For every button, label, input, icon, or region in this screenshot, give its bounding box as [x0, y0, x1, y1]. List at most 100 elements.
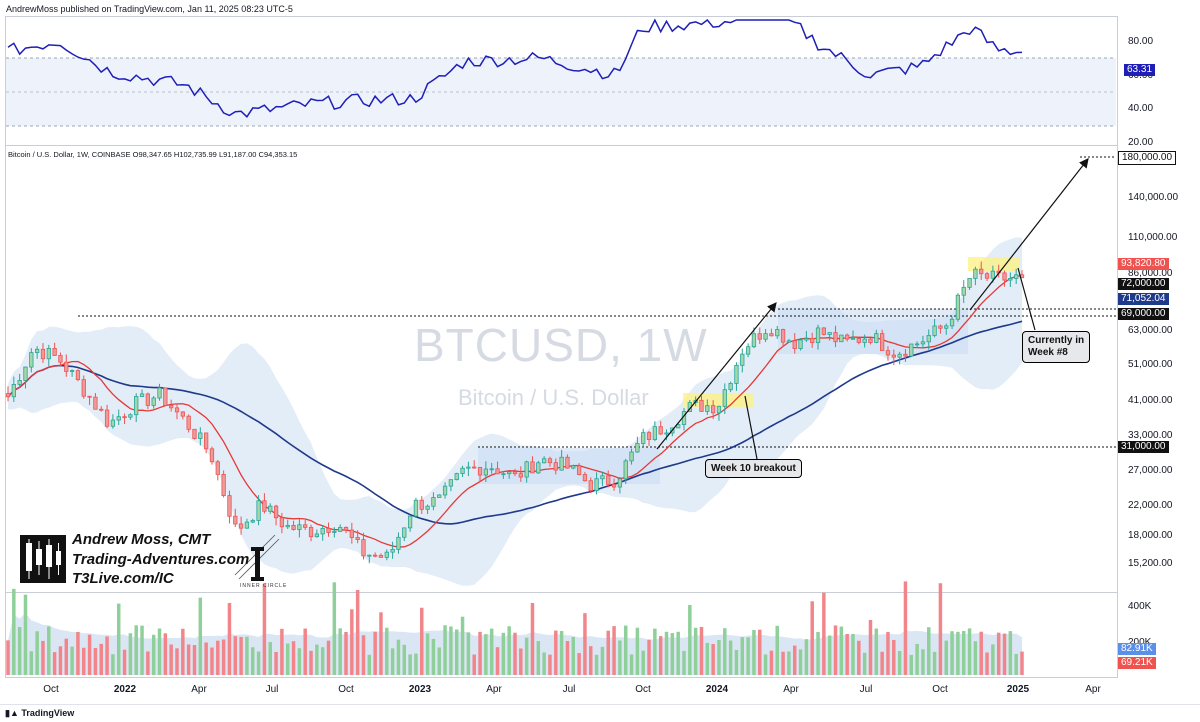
volume-bar — [769, 650, 774, 675]
volume-bar — [437, 647, 441, 675]
candle — [524, 460, 529, 483]
candle — [588, 477, 593, 494]
candle-body — [477, 466, 483, 476]
volume-bar — [1014, 653, 1018, 675]
volume-bar — [1020, 651, 1024, 675]
volume-bar — [332, 582, 337, 675]
current-week-note: Currently in Week #8 — [1022, 331, 1091, 363]
candle-body — [46, 348, 51, 360]
slow-moving-average — [7, 320, 1023, 525]
candle — [256, 495, 261, 526]
volume-bar — [309, 650, 313, 675]
volume-bar — [787, 651, 791, 675]
candle — [221, 470, 226, 498]
candle — [378, 553, 384, 558]
volume-bar — [373, 631, 377, 675]
volume-bar — [245, 636, 249, 675]
candle — [641, 428, 646, 447]
candle — [536, 460, 541, 474]
time-label: Jul — [859, 684, 873, 695]
candle-body — [512, 471, 518, 475]
volume-bar — [892, 640, 896, 675]
candle — [244, 518, 250, 529]
rsi-axis-label: 20.00 — [1128, 137, 1154, 148]
candle-body — [903, 353, 908, 357]
watermark-symbol: BTCUSD, 1W — [414, 319, 708, 371]
volume-bar — [507, 626, 511, 675]
candle-body — [17, 380, 22, 385]
candle-body — [308, 526, 314, 538]
volume-axis-label: 200K — [1128, 637, 1151, 648]
candle-body — [815, 327, 821, 344]
candle — [897, 351, 902, 365]
candle — [845, 333, 850, 342]
candle — [110, 414, 116, 429]
candle-body — [139, 393, 145, 397]
volume-bar — [385, 627, 389, 675]
candle-body — [58, 355, 63, 363]
time-label: 2022 — [113, 684, 137, 695]
candle-body — [833, 332, 838, 343]
volume-bar — [239, 636, 243, 675]
candle — [128, 413, 133, 420]
candle — [833, 325, 838, 348]
candle — [134, 393, 139, 423]
candle — [338, 524, 343, 533]
candle-body — [93, 396, 98, 410]
volume-bar — [653, 628, 657, 675]
candle-body — [157, 387, 162, 399]
candle-body — [891, 354, 896, 358]
volume-bar — [664, 631, 669, 675]
candle — [635, 436, 640, 453]
volume-bar — [915, 643, 919, 675]
candle — [396, 532, 401, 554]
time-label: Apr — [1085, 684, 1101, 695]
candle-body — [973, 268, 978, 279]
candle — [69, 369, 75, 377]
candle-body — [961, 286, 966, 296]
candle-body — [279, 517, 285, 528]
bollinger-band — [8, 237, 1022, 586]
candle — [559, 449, 564, 471]
volume-bar — [629, 654, 634, 675]
candle-body — [611, 484, 617, 488]
candle-body — [740, 353, 745, 366]
candle — [646, 430, 652, 446]
candle-body — [664, 432, 669, 435]
candle-body — [850, 337, 856, 340]
candle-body — [763, 333, 768, 340]
volume-bar — [699, 626, 704, 675]
volume-bar — [23, 594, 28, 675]
candle — [652, 421, 658, 442]
candle-body — [571, 465, 576, 469]
volume-bar — [466, 632, 471, 675]
volume-bar — [12, 588, 16, 675]
candle-body — [617, 478, 623, 488]
candle-body — [944, 325, 949, 329]
candle-body — [553, 462, 558, 471]
candle-body — [786, 340, 792, 343]
candle — [594, 472, 599, 495]
candle-body — [949, 318, 955, 327]
volume-bar — [181, 628, 185, 675]
candle — [576, 463, 582, 476]
volume-bar — [320, 647, 325, 675]
candlestick-logo — [20, 535, 66, 588]
volume-bar — [216, 640, 220, 675]
candle-body — [425, 505, 430, 510]
volume-bar — [210, 647, 214, 675]
candle-body — [501, 473, 506, 476]
candle — [984, 272, 990, 281]
volume-bar — [408, 654, 412, 675]
volume-bar — [414, 653, 418, 675]
candle-body — [134, 396, 139, 416]
candle-body — [652, 426, 658, 440]
candle-body — [378, 554, 384, 558]
candle — [29, 348, 34, 373]
candle-body — [233, 515, 238, 525]
week10-note: Week 10 breakout — [705, 459, 802, 478]
candle — [600, 471, 605, 487]
candle-body — [629, 451, 634, 462]
candle-body — [372, 554, 378, 557]
candle — [973, 266, 978, 286]
